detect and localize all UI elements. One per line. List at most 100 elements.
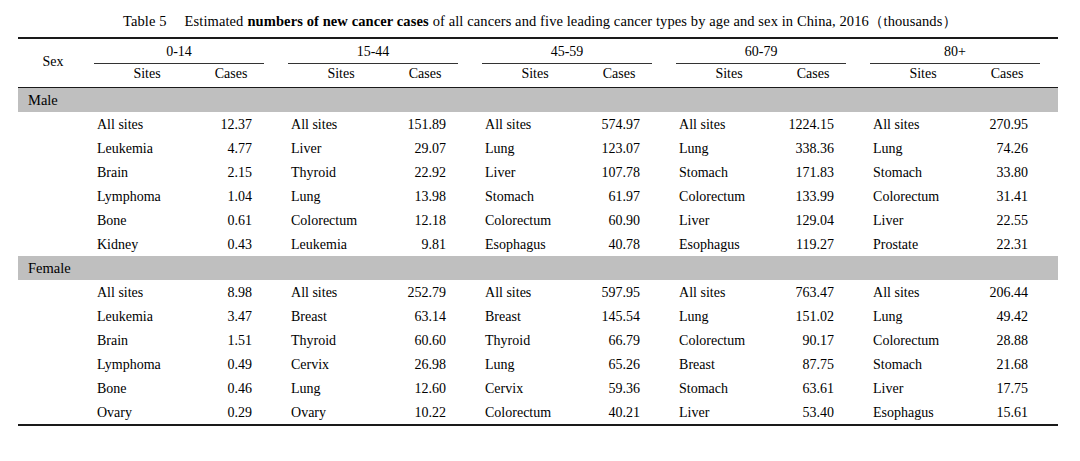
cases-cell: 1224.15 xyxy=(788,112,864,136)
sex-band-label: Male xyxy=(18,88,1058,113)
age-group-cell: 0-14 xyxy=(88,38,282,64)
caption-text-before-bold: Estimated xyxy=(185,13,244,29)
site-cell: Liver xyxy=(670,208,788,232)
table-body: MaleAll sites12.37All sites151.89All sit… xyxy=(18,88,1058,426)
site-cell: Brain xyxy=(88,328,206,352)
site-cell: All sites xyxy=(282,280,400,304)
cases-cell: 60.60 xyxy=(400,328,476,352)
cases-cell: 74.26 xyxy=(982,136,1058,160)
cases-cell: 22.31 xyxy=(982,232,1058,256)
site-cell: Lung xyxy=(864,304,982,328)
sub-header-row: Sites Cases Sites Cases Sites Cases Site… xyxy=(18,64,1058,88)
cases-column-header: Cases xyxy=(594,64,670,88)
cases-cell: 338.36 xyxy=(788,136,864,160)
site-cell: Ovary xyxy=(282,400,400,425)
sites-column-header: Sites xyxy=(88,64,206,88)
site-cell: Liver xyxy=(864,208,982,232)
cases-column-header: Cases xyxy=(400,64,476,88)
site-cell: Colorectum xyxy=(670,328,788,352)
site-cell: All sites xyxy=(864,112,982,136)
sex-spacer-cell xyxy=(18,400,88,425)
cases-cell: 0.46 xyxy=(206,376,282,400)
age-group-header-45-59: 45-59 xyxy=(482,44,652,64)
cases-cell: 107.78 xyxy=(594,160,670,184)
cases-column-header: Cases xyxy=(788,64,864,88)
sex-band-row: Male xyxy=(18,88,1058,113)
sites-column-header: Sites xyxy=(282,64,400,88)
cases-cell: 270.95 xyxy=(982,112,1058,136)
cases-cell: 252.79 xyxy=(400,280,476,304)
cases-cell: 12.18 xyxy=(400,208,476,232)
table-row: Ovary0.29Ovary10.22Colorectum40.21Liver5… xyxy=(18,400,1058,425)
site-cell: Stomach xyxy=(670,160,788,184)
cases-cell: 60.90 xyxy=(594,208,670,232)
site-cell: Leukemia xyxy=(88,136,206,160)
site-cell: All sites xyxy=(670,112,788,136)
table-header: Sex 0-14 15-44 45-59 60-79 80+ Sites Cas… xyxy=(18,38,1058,88)
age-group-header-0-14: 0-14 xyxy=(94,44,264,64)
cases-cell: 61.97 xyxy=(594,184,670,208)
sex-band-label: Female xyxy=(18,256,1058,280)
cases-cell: 0.61 xyxy=(206,208,282,232)
sex-spacer-cell xyxy=(18,328,88,352)
cases-cell: 123.07 xyxy=(594,136,670,160)
site-cell: Thyroid xyxy=(282,328,400,352)
sex-spacer-cell xyxy=(18,304,88,328)
site-cell: Lung xyxy=(282,184,400,208)
table-row: Leukemia3.47Breast63.14Breast145.54Lung1… xyxy=(18,304,1058,328)
sex-spacer-cell xyxy=(18,112,88,136)
site-cell: Lung xyxy=(476,136,594,160)
cases-cell: 1.04 xyxy=(206,184,282,208)
age-group-header-15-44: 15-44 xyxy=(288,44,458,64)
cases-cell: 87.75 xyxy=(788,352,864,376)
site-cell: Colorectum xyxy=(864,328,982,352)
cases-cell: 40.21 xyxy=(594,400,670,425)
sex-spacer-cell xyxy=(18,232,88,256)
site-cell: All sites xyxy=(88,112,206,136)
site-cell: Lung xyxy=(282,376,400,400)
cases-cell: 12.37 xyxy=(206,112,282,136)
cases-cell: 53.40 xyxy=(788,400,864,425)
sites-column-header: Sites xyxy=(670,64,788,88)
cases-cell: 10.22 xyxy=(400,400,476,425)
caption-text-after-bold: of all cancers and five leading cancer t… xyxy=(433,13,957,29)
cases-cell: 17.75 xyxy=(982,376,1058,400)
site-cell: Bone xyxy=(88,208,206,232)
site-cell: All sites xyxy=(670,280,788,304)
sex-spacer-cell xyxy=(18,136,88,160)
age-group-cell: 45-59 xyxy=(476,38,670,64)
site-cell: Esophagus xyxy=(864,400,982,425)
cases-cell: 63.14 xyxy=(400,304,476,328)
cases-cell: 21.68 xyxy=(982,352,1058,376)
sex-spacer-cell xyxy=(18,184,88,208)
cases-cell: 171.83 xyxy=(788,160,864,184)
site-cell: Cervix xyxy=(282,352,400,376)
cancer-cases-table: Sex 0-14 15-44 45-59 60-79 80+ Sites Cas… xyxy=(18,37,1058,426)
cases-cell: 59.36 xyxy=(594,376,670,400)
cases-cell: 119.27 xyxy=(788,232,864,256)
sex-column-header: Sex xyxy=(18,38,88,88)
table-caption-label: Table 5 xyxy=(123,13,167,29)
cases-cell: 145.54 xyxy=(594,304,670,328)
site-cell: Ovary xyxy=(88,400,206,425)
sex-band-row: Female xyxy=(18,256,1058,280)
site-cell: Leukemia xyxy=(282,232,400,256)
site-cell: All sites xyxy=(476,112,594,136)
site-cell: Stomach xyxy=(670,376,788,400)
site-cell: Stomach xyxy=(864,160,982,184)
site-cell: Lung xyxy=(670,136,788,160)
site-cell: Lymphoma xyxy=(88,184,206,208)
cases-cell: 129.04 xyxy=(788,208,864,232)
sex-spacer-cell xyxy=(18,376,88,400)
cases-cell: 133.99 xyxy=(788,184,864,208)
table-row: All sites12.37All sites151.89All sites57… xyxy=(18,112,1058,136)
table-row: Lymphoma1.04Lung13.98Stomach61.97Colorec… xyxy=(18,184,1058,208)
age-group-cell: 60-79 xyxy=(670,38,864,64)
site-cell: Colorectum xyxy=(670,184,788,208)
cases-cell: 33.80 xyxy=(982,160,1058,184)
cases-cell: 0.43 xyxy=(206,232,282,256)
sites-column-header: Sites xyxy=(476,64,594,88)
site-cell: Esophagus xyxy=(670,232,788,256)
cases-cell: 0.49 xyxy=(206,352,282,376)
site-cell: Liver xyxy=(670,400,788,425)
